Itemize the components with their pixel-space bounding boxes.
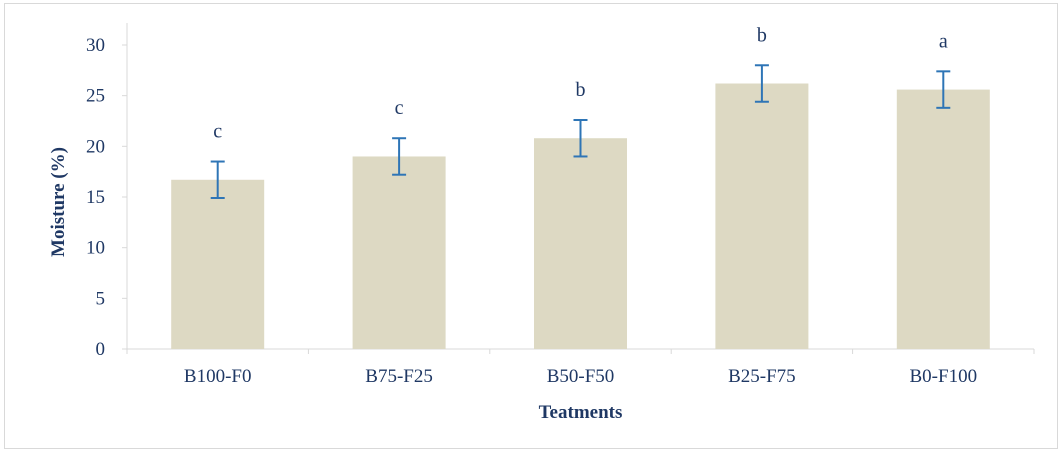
y-tick-label: 0: [96, 339, 106, 360]
y-axis-ticks: 0 5 10 15 20 25 30: [86, 35, 1035, 360]
significance-letter: c: [213, 121, 222, 143]
bar: [534, 138, 627, 349]
bar: [715, 83, 809, 350]
significance-letter: c: [395, 97, 404, 119]
x-axis-title: Teatments: [539, 402, 623, 423]
x-category-label: B0-F100: [910, 366, 978, 387]
x-category-label: B25-F75: [728, 366, 796, 387]
significance-letter: b: [576, 79, 586, 101]
bars: [171, 83, 990, 350]
significance-letter: a: [939, 30, 948, 52]
bar: [352, 156, 446, 349]
y-tick-label: 30: [86, 35, 105, 56]
x-category-label: B50-F50: [547, 366, 615, 387]
bar: [171, 179, 265, 349]
significance-letters: c c b b a: [213, 24, 948, 142]
x-category-label: B100-F0: [184, 366, 252, 387]
x-category-label: B75-F25: [365, 366, 433, 387]
y-axis-title: Moisture (%): [48, 147, 69, 257]
x-axis-categories: B100-F0 B75-F25 B50-F50 B25-F75 B0-F100: [184, 366, 977, 387]
significance-letter: b: [757, 24, 767, 46]
y-tick-label: 10: [86, 238, 105, 259]
y-tick-label: 15: [86, 187, 105, 208]
y-tick-label: 5: [96, 288, 106, 309]
y-tick-label: 20: [86, 136, 105, 157]
y-tick-label: 25: [86, 86, 105, 107]
bar: [896, 89, 990, 349]
error-bars: [210, 64, 951, 200]
